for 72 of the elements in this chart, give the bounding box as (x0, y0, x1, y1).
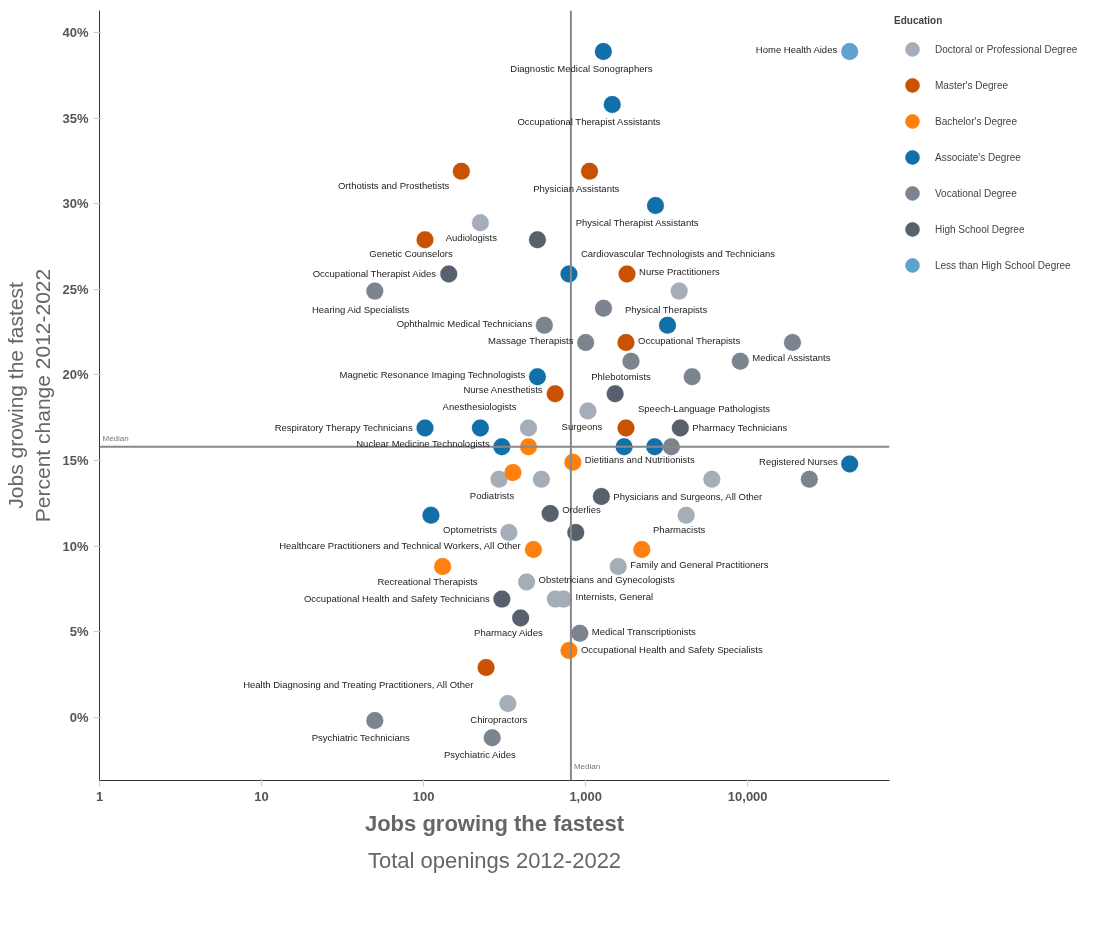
legend-title: Education (894, 15, 944, 26)
annotation: Chiropractors (470, 714, 528, 725)
annotation: Optometrists (443, 523, 498, 535)
x-tick-label: 10,000 (727, 788, 768, 804)
annotation: Healthcare Practitioners and Technical Workers, All Other (279, 540, 521, 551)
legend-label: Less than High School Degree (935, 258, 1071, 273)
annotation: Nurse Anesthetists (463, 384, 543, 396)
annotation: Medical Assistants (752, 351, 831, 363)
annotation: Genetic Counselors (369, 248, 453, 260)
y-tick-label: 10% (62, 538, 89, 554)
annotation: Physical Therapist Assistants (575, 217, 699, 229)
annotation: Psychiatric Aides (444, 749, 517, 761)
annotation: Surgeons (561, 421, 603, 433)
legend-label: High School Degree (935, 222, 1025, 237)
legend-label: Master's Degree (935, 78, 1009, 93)
annotation: Pharmacy Technicians (692, 421, 788, 433)
annotation: Respiratory Therapy Technicians (274, 421, 413, 433)
annotation: Pharmacists (653, 523, 706, 535)
annotation: Dietitians and Nutritionists (584, 453, 695, 465)
legend-label: Doctoral or Professional Degree (935, 42, 1078, 57)
annotation: Health Diagnosing and Treating Practitioners, All Other (243, 679, 474, 691)
annotation: Orderlies (562, 504, 601, 516)
y-tick-label: 0% (69, 709, 89, 725)
annotation: Occupational Therapists (637, 334, 741, 346)
annotation: Family and General Practitioners (630, 559, 769, 571)
annotation: Massage Therapists (488, 334, 574, 346)
annotation: Anesthesiologists (442, 400, 517, 412)
y-tick-label: 25% (62, 281, 89, 297)
annotation: Pharmacy Aides (474, 627, 543, 639)
annotation: Cardiovascular Technologists and Technicians (580, 247, 776, 259)
annotation: Physician Assistants (533, 182, 620, 194)
legend-label: Vocational Degree (935, 186, 1017, 201)
x-tick-label: 1,000 (569, 788, 602, 804)
y-axis-title: Jobs growing the fastest Percent change 2012-2022 (3, 268, 55, 523)
x-tick-label: 100 (412, 788, 435, 804)
annotation: Magnetic Resonance Imaging Technologists (339, 369, 526, 381)
annotation: Audiologists (445, 232, 498, 244)
annotation: Nuclear Medicine Technologists (356, 438, 490, 450)
annotation: Physicians and Surgeons, All Other (613, 490, 763, 502)
annotation: Psychiatric Technicians (311, 732, 410, 744)
annotation: Medical Transcriptionists (591, 625, 697, 637)
annotation: Hearing Aid Specialists (311, 303, 410, 315)
annotation: Home Health Aides (755, 44, 838, 56)
annotation: Speech-Language Pathologists (637, 402, 771, 414)
annotation: Physical Therapists (624, 303, 708, 315)
annotation: Recreational Therapists (377, 576, 478, 588)
annotation: Orthotists and Prosthetists (337, 179, 450, 191)
annotation: Occupational Therapist Assistants (517, 116, 661, 128)
y-tick-label: 15% (62, 453, 89, 469)
annotation: Internists, General (575, 590, 654, 602)
annotation: Occupational Health and Safety Specialists (580, 643, 763, 655)
legend-label: Bachelor's Degree (935, 114, 1017, 129)
annotation: Occupational Health and Safety Technicians (303, 592, 490, 604)
annotation: Occupational Therapist Aides (312, 267, 437, 279)
annotation: Registered Nurses (759, 456, 838, 468)
annotation: Nurse Practitioners (639, 265, 721, 277)
y-tick-label: 30% (62, 196, 89, 212)
annotation: Obstetricians and Gynecologists (538, 573, 676, 585)
y-tick-label: 5% (69, 624, 89, 640)
x-tick-label: 10 (254, 788, 269, 804)
y-tick-label: 40% (62, 25, 89, 41)
y-tick-label: 20% (62, 367, 89, 383)
legend-label: Associate's Degree (935, 150, 1021, 165)
x-tick-label: 1 (95, 788, 104, 804)
ref-line-label: Median (102, 433, 129, 443)
x-axis-title: Jobs growing the fastest Total openings 2012-2022 (364, 810, 625, 873)
annotation: Diagnostic Medical Sonographers (510, 63, 653, 75)
annotation: Ophthalmic Medical Technicians (396, 317, 533, 329)
ref-line-label: Median (573, 761, 601, 771)
y-tick-label: 35% (62, 110, 89, 126)
annotation: Phlebotomists (591, 370, 652, 382)
annotation: Podiatrists (469, 489, 515, 501)
